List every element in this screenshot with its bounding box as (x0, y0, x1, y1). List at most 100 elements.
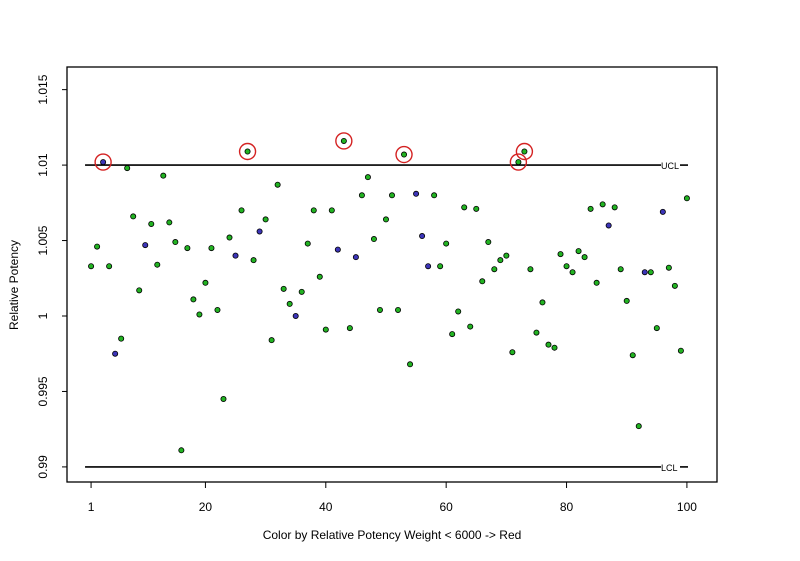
x-tick-label: 1 (88, 500, 95, 514)
data-point (425, 263, 432, 270)
x-tick-label: 40 (319, 500, 333, 514)
data-point (461, 204, 468, 211)
x-axis: 1 20 40 60 80 100 (88, 482, 697, 514)
data-point (611, 204, 618, 211)
data-point (659, 208, 666, 215)
data-point (178, 447, 185, 454)
data-point (106, 263, 113, 270)
data-point (503, 252, 510, 259)
data-point (551, 344, 558, 351)
data-point (148, 220, 155, 227)
data-point (346, 325, 353, 332)
highlight-circle (238, 142, 257, 161)
data-point (563, 263, 570, 270)
data-point (413, 190, 420, 197)
data-point (208, 245, 215, 252)
data-point (557, 251, 564, 258)
data-point (419, 233, 426, 240)
data-point (401, 151, 408, 158)
data-points (88, 137, 690, 454)
data-point (118, 335, 125, 342)
y-tick-label: 0.99 (36, 455, 50, 479)
data-point (286, 300, 293, 307)
data-point (352, 254, 359, 261)
data-point (431, 192, 438, 199)
data-point (202, 279, 209, 286)
highlight-circle (335, 132, 353, 150)
data-point (328, 207, 335, 214)
data-point (581, 254, 588, 261)
y-tick-label: 0.995 (36, 376, 50, 406)
data-point (665, 264, 672, 271)
data-point (340, 137, 347, 144)
data-point (274, 181, 281, 188)
data-point (232, 252, 239, 259)
highlight-circle (509, 153, 528, 171)
data-point (388, 192, 395, 199)
data-point (527, 266, 534, 273)
control-limit-label-ucl: UCL (661, 161, 679, 171)
data-point (376, 306, 383, 313)
y-axis: 0.99 0.995 1 1.005 1.01 1.015 (36, 74, 67, 479)
data-point (623, 297, 630, 304)
data-point (130, 213, 137, 220)
data-point (364, 174, 371, 181)
highlight-circle (94, 153, 112, 171)
data-point (467, 323, 474, 330)
data-point (166, 219, 173, 226)
data-point (545, 341, 552, 348)
data-point (88, 263, 95, 270)
data-point (599, 201, 606, 208)
data-point (407, 361, 414, 368)
data-point (647, 269, 654, 276)
data-point (485, 239, 492, 246)
data-point (280, 285, 287, 292)
data-point (509, 349, 516, 356)
data-point (256, 228, 263, 235)
data-point (497, 257, 504, 264)
y-axis-label: Relative Potency (7, 240, 21, 330)
data-point (629, 352, 636, 359)
data-point (437, 263, 444, 270)
data-point (370, 236, 377, 243)
data-point (142, 242, 149, 249)
data-point (587, 205, 594, 212)
data-point (100, 159, 107, 166)
data-point (238, 207, 245, 214)
data-point (310, 207, 317, 214)
control-limits: UCL LCL (85, 161, 688, 473)
data-point (304, 240, 311, 247)
data-point (521, 148, 528, 155)
data-point (358, 192, 365, 199)
data-point (671, 282, 678, 289)
data-point (683, 195, 690, 202)
data-point (226, 234, 233, 241)
x-tick-label: 80 (560, 500, 574, 514)
data-point (449, 331, 456, 338)
data-point (575, 248, 582, 255)
x-tick-label: 60 (439, 500, 453, 514)
data-point (268, 337, 275, 344)
data-point (94, 243, 101, 250)
highlight-circles (94, 132, 534, 171)
control-limit-label-lcl: LCL (661, 463, 678, 473)
data-point (112, 350, 119, 357)
data-point (533, 329, 540, 336)
data-point (220, 395, 227, 402)
data-point (395, 306, 402, 313)
data-point (641, 269, 648, 276)
data-point (382, 216, 389, 223)
highlight-circle (395, 145, 413, 164)
data-point (124, 165, 131, 172)
data-point (479, 278, 486, 285)
data-point (677, 347, 684, 354)
data-point (214, 306, 221, 313)
data-point (653, 325, 660, 332)
data-point (184, 245, 191, 252)
data-point (172, 239, 179, 246)
y-tick-label: 1.015 (36, 74, 50, 104)
data-point (154, 261, 161, 268)
data-point (539, 299, 546, 306)
highlight-circle (515, 142, 534, 161)
data-point (244, 148, 251, 155)
